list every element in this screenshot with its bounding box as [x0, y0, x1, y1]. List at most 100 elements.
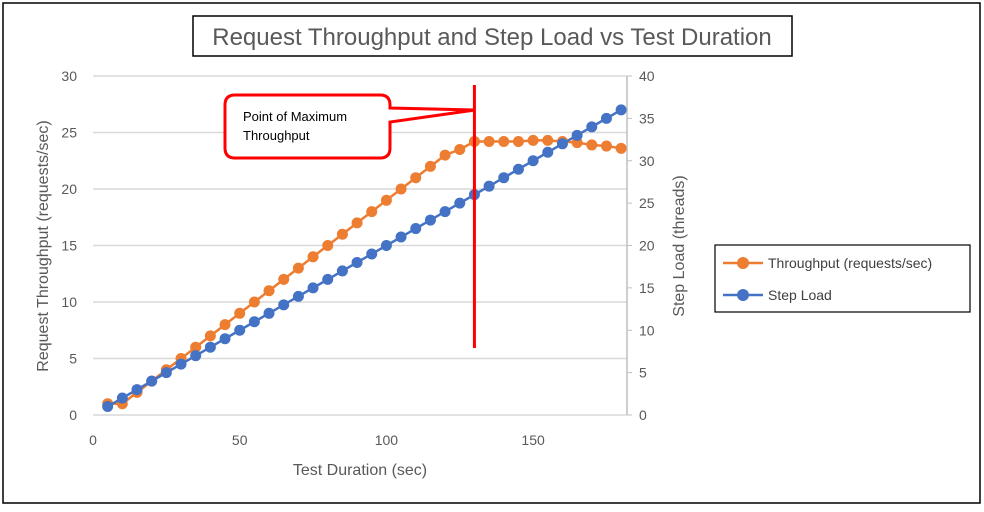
data-point — [248, 296, 260, 308]
y-tick-label: 30 — [61, 68, 77, 84]
data-point — [542, 146, 554, 158]
data-point — [322, 240, 334, 251]
data-point — [527, 134, 539, 146]
y-tick-label: 0 — [69, 407, 77, 423]
y2-tick-label: 5 — [639, 365, 647, 381]
y2-axis-label: Step Load (threads) — [671, 175, 688, 316]
x-axis-label: Test Duration (sec) — [293, 462, 427, 479]
y-tick-label: 5 — [69, 351, 77, 367]
data-point — [615, 142, 627, 154]
data-point — [556, 138, 568, 150]
callout-line1: Point of Maximum — [243, 109, 347, 124]
data-point — [410, 172, 422, 184]
data-point — [219, 333, 231, 345]
y-axis-label: Request Throughput (requests/sec) — [35, 120, 52, 371]
data-point — [395, 231, 407, 243]
y2-tick-label: 35 — [639, 110, 655, 126]
series-step-load — [102, 104, 627, 413]
data-point — [600, 140, 612, 152]
legend-label-step-load: Step Load — [768, 287, 832, 303]
y2-tick-label: 15 — [639, 280, 655, 296]
legend-box — [714, 244, 971, 313]
data-point — [512, 163, 524, 175]
data-point — [424, 160, 436, 172]
series-throughput — [102, 134, 627, 410]
data-point — [336, 265, 348, 277]
data-point — [366, 206, 378, 218]
data-point — [102, 401, 114, 413]
callout: Point of Maximum Throughput — [223, 93, 476, 160]
title-box — [192, 15, 793, 57]
data-point — [600, 112, 612, 124]
data-point — [263, 307, 275, 319]
data-point — [307, 282, 319, 294]
data-point — [424, 214, 436, 226]
data-point — [454, 197, 466, 209]
x-tick-label: 150 — [521, 432, 545, 448]
data-point — [263, 285, 275, 297]
data-point — [615, 104, 627, 116]
x-tick-label: 100 — [375, 432, 399, 448]
y2-tick-label: 10 — [639, 322, 655, 338]
data-point — [351, 217, 363, 229]
data-point — [395, 183, 407, 195]
y2-tick-label: 25 — [639, 195, 655, 211]
data-point — [204, 330, 216, 342]
y2-tick-label: 40 — [639, 68, 655, 84]
data-point — [380, 194, 392, 206]
chart-title: Request Throughput and Step Load vs Test… — [212, 24, 772, 51]
data-point — [571, 129, 583, 141]
data-point — [190, 341, 202, 353]
data-point — [190, 350, 202, 362]
data-point — [439, 206, 451, 218]
data-point — [292, 262, 304, 274]
data-point — [454, 143, 466, 155]
data-point — [380, 240, 392, 251]
data-point — [292, 290, 304, 302]
y-tick-label: 10 — [61, 294, 77, 310]
data-point — [351, 256, 363, 268]
y2-tick-label: 20 — [639, 238, 655, 254]
data-point — [542, 134, 554, 146]
data-point — [146, 375, 158, 387]
data-point — [219, 319, 231, 331]
data-point — [322, 273, 334, 285]
data-point — [116, 392, 128, 404]
data-point — [234, 307, 246, 319]
data-point — [512, 136, 524, 148]
y-tick-label: 20 — [61, 181, 77, 197]
data-point — [234, 324, 246, 336]
data-point — [498, 136, 510, 148]
data-point — [586, 139, 598, 151]
data-point — [527, 155, 539, 167]
y-tick-label: 15 — [61, 238, 77, 254]
legend: Throughput (requests/sec) Step Load — [714, 244, 971, 313]
data-point — [307, 251, 319, 263]
data-point — [586, 121, 598, 133]
x-tick-label: 0 — [89, 432, 97, 448]
data-point — [336, 228, 348, 240]
data-point — [160, 367, 172, 379]
legend-marker-throughput — [737, 257, 749, 269]
data-point — [278, 273, 290, 285]
y-tick-label: 25 — [61, 125, 77, 141]
callout-bubble — [223, 93, 476, 160]
data-point — [278, 299, 290, 311]
data-point — [498, 172, 510, 184]
data-point — [175, 358, 187, 370]
data-point — [248, 316, 260, 328]
y2-tick-label: 30 — [639, 153, 655, 169]
data-point — [410, 223, 422, 235]
legend-marker-step-load — [737, 289, 749, 301]
x-tick-label: 50 — [232, 432, 248, 448]
data-point — [439, 149, 451, 161]
y2-tick-label: 0 — [639, 407, 647, 423]
data-point — [483, 180, 495, 192]
data-point — [483, 136, 495, 148]
legend-label-throughput: Throughput (requests/sec) — [768, 255, 932, 271]
data-point — [366, 248, 378, 260]
callout-line2: Throughput — [243, 128, 310, 143]
data-point — [131, 384, 143, 396]
